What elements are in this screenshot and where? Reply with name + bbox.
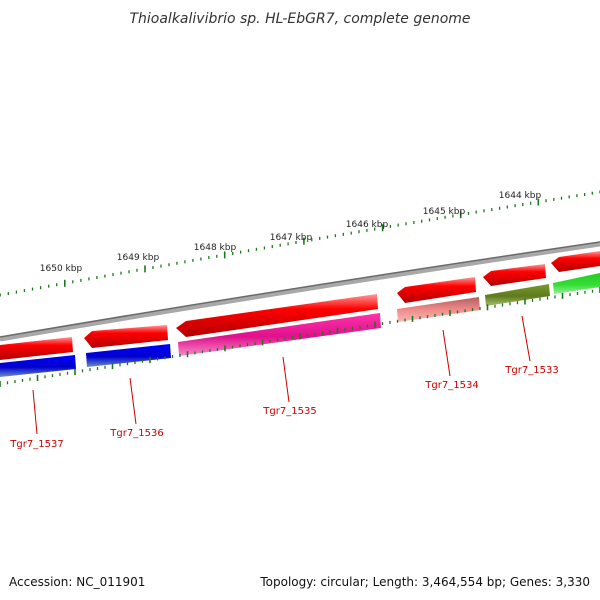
scale-label-1650: 1650 kbp	[40, 264, 83, 274]
cds-arrow-1532[interactable]	[551, 251, 600, 272]
cds-bar-1536[interactable]	[86, 344, 171, 367]
scale-label-1646: 1646 kbp	[346, 220, 389, 230]
leader-1537	[32, 389, 38, 435]
genome-summary-text: Topology: circular; Length: 3,464,554 bp…	[259, 575, 590, 589]
leader-1535	[282, 356, 290, 403]
scale-label-1644: 1644 kbp	[499, 191, 542, 201]
cds-arrow-1537[interactable]	[0, 337, 73, 360]
scale-label-1648: 1648 kbp	[194, 243, 237, 253]
cds-bar-1534[interactable]	[397, 297, 480, 322]
gene-label-1533[interactable]: Tgr7_1533	[504, 365, 558, 376]
gene-label-1534[interactable]: Tgr7_1534	[424, 380, 478, 391]
cds-bar-1533[interactable]	[485, 284, 550, 306]
scale-label-1649: 1649 kbp	[117, 253, 160, 263]
cds-arrow-1535[interactable]	[176, 294, 378, 337]
gene-leaders	[32, 315, 531, 435]
cds-bar-1535[interactable]	[178, 313, 381, 356]
gene-label-1537[interactable]: Tgr7_1537	[9, 439, 63, 450]
leader-1534	[442, 329, 451, 377]
forward-strand	[0, 251, 600, 360]
cds-arrow-1534[interactable]	[397, 277, 476, 303]
map-title: Thioalkalivibrio sp. HL-EbGR7, complete …	[129, 11, 470, 27]
inner-dotted-ring	[0, 287, 600, 387]
scale-label-1645: 1645 kbp	[423, 207, 466, 217]
accession-text: Accession: NC_011901	[9, 575, 145, 589]
gene-label-1536[interactable]: Tgr7_1536	[109, 428, 163, 439]
cds-bar-1537[interactable]	[0, 355, 76, 377]
leader-1533	[521, 315, 531, 362]
gene-labels: Tgr7_1537 Tgr7_1536 Tgr7_1535 Tgr7_1534 …	[9, 365, 558, 450]
leader-1536	[129, 377, 137, 425]
scale-labels: 1650 kbp 1649 kbp 1648 kbp 1647 kbp 1646…	[40, 191, 542, 274]
genome-backbone-edge	[0, 241, 600, 338]
cds-bar-1532[interactable]	[553, 273, 600, 294]
gene-label-1535[interactable]: Tgr7_1535	[262, 406, 316, 417]
scale-ticks	[0, 190, 600, 297]
inner-ring	[0, 273, 600, 377]
cds-arrow-1536[interactable]	[84, 325, 168, 348]
scale-label-1647: 1647 kbp	[270, 233, 313, 243]
cds-arrow-1533[interactable]	[483, 264, 546, 286]
genome-backbone	[0, 241, 600, 342]
